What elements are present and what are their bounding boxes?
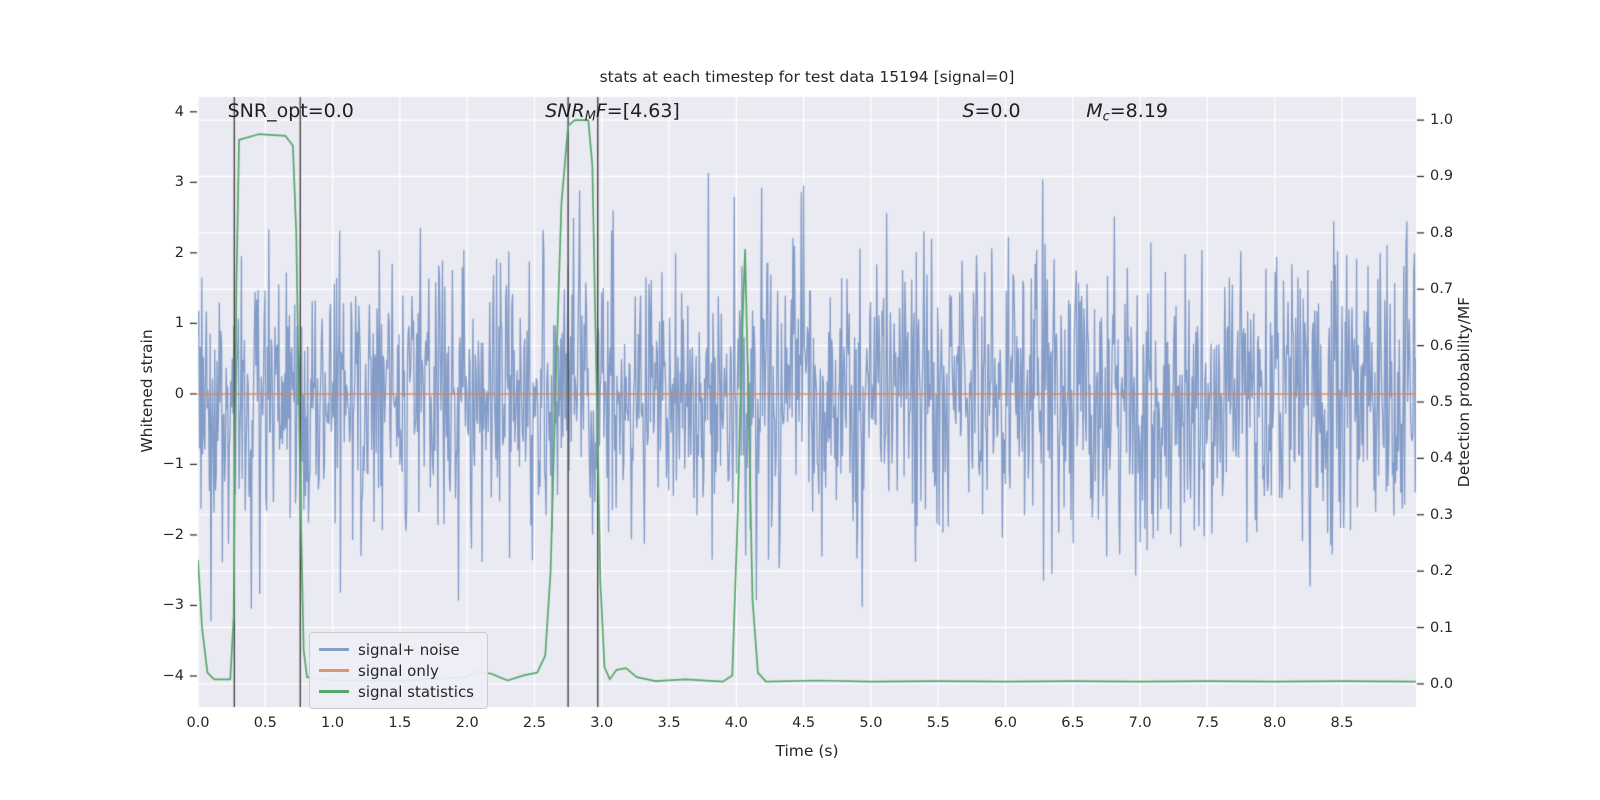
x-tick-label: 4.0 xyxy=(724,715,748,731)
x-tick-label: 3.0 xyxy=(590,715,614,731)
annotation-segment: =[4.63] xyxy=(606,100,680,123)
legend-item: signal+ noise xyxy=(319,639,474,660)
y-tick-label-left: −1 xyxy=(162,456,184,473)
annotation-segment: c xyxy=(1102,109,1110,125)
legend-label: signal+ noise xyxy=(358,640,460,659)
x-tick-label: 6.0 xyxy=(993,715,1018,731)
y-tick-label-right: 1.0 xyxy=(1430,112,1454,129)
x-tick-label: 2.5 xyxy=(522,715,546,731)
annotation: SNRMF=[4.63] xyxy=(545,100,680,125)
y-tick-label-left: −2 xyxy=(162,526,184,543)
y-tick-label-right: 0.5 xyxy=(1430,394,1454,410)
annotation-segment: =8.19 xyxy=(1109,100,1168,123)
y-tick-label-right: 0.7 xyxy=(1430,281,1454,298)
x-tick-label: 3.5 xyxy=(657,715,681,731)
legend-item: signal only xyxy=(319,660,474,681)
x-tick-label: 1.0 xyxy=(321,715,345,731)
y-tick-label-right: 0.3 xyxy=(1430,506,1454,523)
legend-line-swatch xyxy=(319,690,349,693)
chart-title: stats at each timestep for test data 151… xyxy=(599,68,1015,86)
legend-item: signal statistics xyxy=(319,681,474,702)
x-tick-label: 4.5 xyxy=(792,715,816,731)
x-tick-label: 8.0 xyxy=(1263,715,1287,731)
y-tick-label-right: 0.0 xyxy=(1430,675,1454,692)
legend-label: signal statistics xyxy=(358,682,475,701)
annotation-segment: S xyxy=(962,100,975,123)
y-tick-label-right: 0.4 xyxy=(1430,450,1454,467)
legend: signal+ noise signal only signal statistic… xyxy=(309,632,489,709)
legend-label: signal only xyxy=(358,661,439,680)
y-tick-label-right: 0.8 xyxy=(1430,224,1454,241)
annotation-segment: F xyxy=(595,100,607,123)
x-tick-label: 5.0 xyxy=(859,715,883,731)
x-axis-label: Time (s) xyxy=(775,742,839,760)
y-tick-label-left: −4 xyxy=(162,667,184,684)
x-tick-label: 5.5 xyxy=(926,715,950,731)
x-tick-label: 0.5 xyxy=(253,715,277,731)
x-tick-label: 2.0 xyxy=(455,715,479,731)
annotation: Mc=8.19 xyxy=(1086,100,1168,125)
annotation-segment: SNR xyxy=(545,100,585,123)
x-tick-label: 8.5 xyxy=(1330,715,1354,731)
annotation: S=0.0 xyxy=(962,100,1020,122)
legend-line-swatch xyxy=(319,669,349,672)
annotation-segment: M xyxy=(584,109,596,125)
legend-line-swatch xyxy=(319,648,349,651)
x-tick-label: 7.0 xyxy=(1128,715,1152,731)
y-tick-label-left: −3 xyxy=(162,597,184,614)
annotation-segment: M xyxy=(1086,100,1103,123)
y-tick-label-right: 0.2 xyxy=(1430,563,1454,580)
y-tick-label-left: 1 xyxy=(174,315,184,332)
annotation: SNR_opt=0.0 xyxy=(228,100,354,122)
y-tick-label-right: 0.6 xyxy=(1430,337,1454,354)
y-tick-label-right: 0.9 xyxy=(1430,168,1454,185)
x-tick-label: 7.5 xyxy=(1195,715,1219,731)
annotation-segment: SNR_opt=0.0 xyxy=(227,100,354,123)
y-tick-label-left: 0 xyxy=(174,385,184,402)
y-tick-label-left: 4 xyxy=(174,103,184,120)
y-tick-label-left: 3 xyxy=(174,174,184,191)
x-tick-label: 0.0 xyxy=(186,715,210,731)
x-tick-label: 6.5 xyxy=(1061,715,1085,731)
y-tick-label-left: 2 xyxy=(174,244,184,261)
x-tick-label: 1.5 xyxy=(388,715,412,731)
y-tick-label-right: 0.1 xyxy=(1430,619,1454,636)
annotation-segment: =0.0 xyxy=(974,100,1021,123)
